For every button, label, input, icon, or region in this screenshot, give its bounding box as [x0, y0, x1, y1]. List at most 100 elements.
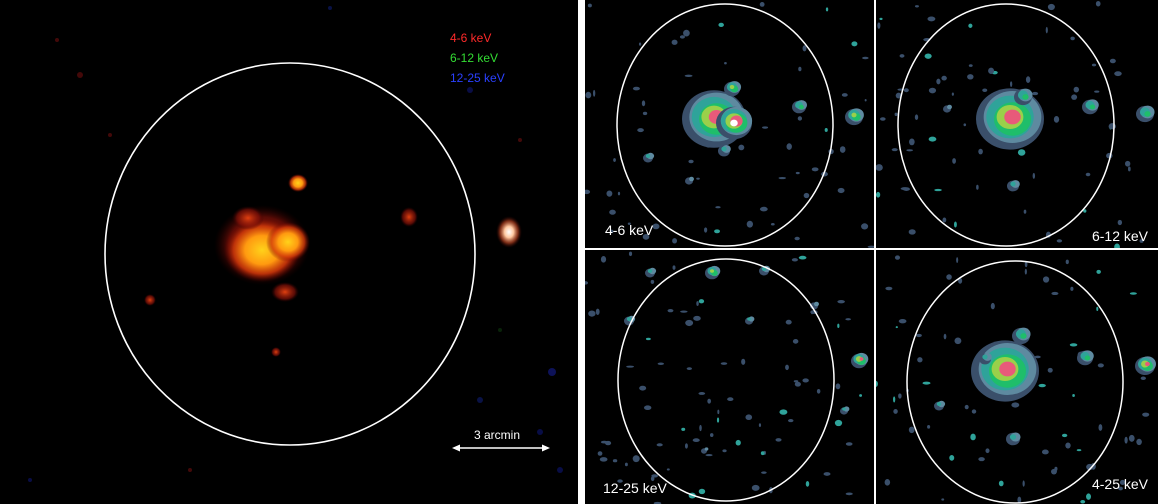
noise-speck — [792, 339, 799, 344]
noise-speck — [715, 206, 721, 209]
noise-speck — [642, 234, 650, 240]
noise-speck — [735, 439, 741, 446]
contour-level — [1010, 181, 1016, 187]
contour-level — [1020, 333, 1027, 339]
noise-speck — [936, 78, 941, 85]
noise-speck — [759, 206, 768, 212]
noise-speck — [688, 159, 694, 164]
extraction-ellipse — [616, 3, 834, 247]
noise-speck — [745, 414, 753, 421]
noise-speck — [1071, 94, 1078, 100]
noise-speck — [613, 158, 616, 162]
noise-speck — [934, 188, 942, 192]
noise-speck — [696, 177, 700, 180]
contour-level — [1145, 361, 1150, 367]
noise-speck — [914, 5, 919, 8]
noise-speck — [1053, 115, 1060, 123]
noise-speck — [1117, 219, 1123, 226]
contour-level — [936, 402, 942, 406]
source-blob — [400, 207, 418, 227]
noise-speck — [759, 2, 765, 7]
noise-speck — [1065, 442, 1071, 449]
noise-speck — [876, 191, 881, 198]
extraction-ellipse — [906, 260, 1124, 504]
noise-speck — [859, 394, 863, 397]
noise-speck — [794, 381, 801, 387]
noise-speck — [978, 148, 983, 155]
noise-speck — [1095, 0, 1101, 7]
noise-speck — [988, 67, 995, 74]
noise-speck — [1024, 261, 1028, 268]
source-blob — [288, 174, 308, 192]
panel-label: 12-25 keV — [603, 480, 667, 496]
noise-speck — [656, 443, 663, 447]
noise-speck — [895, 326, 898, 329]
contour-level — [843, 406, 850, 412]
noise-speck — [946, 274, 952, 280]
noise-speck — [609, 209, 616, 215]
noise-speck — [617, 191, 621, 196]
noise-speck — [705, 454, 713, 457]
noise-speck — [671, 39, 678, 45]
noise-speck — [1097, 363, 1104, 368]
noise-speck — [880, 117, 886, 121]
noise-speck — [968, 64, 973, 67]
noise-speck — [1011, 402, 1020, 408]
noise-speck — [779, 409, 788, 415]
noise-speck — [951, 92, 954, 96]
noise-speck — [626, 365, 635, 368]
contour-level — [842, 407, 846, 411]
noise-speck — [1069, 343, 1078, 347]
contour-level — [851, 112, 857, 118]
noise-speck — [624, 462, 628, 467]
noise-speck — [837, 323, 840, 329]
contour-level — [859, 357, 864, 361]
noise-speck — [1045, 26, 1048, 34]
noise-speck — [928, 87, 937, 94]
noise-speck — [876, 380, 878, 387]
noise-speck — [823, 472, 831, 476]
noise-speck — [837, 299, 845, 304]
contour-level — [730, 119, 738, 127]
noise-speck — [879, 17, 883, 20]
noise-speck — [895, 92, 902, 99]
noise-speck — [653, 501, 662, 504]
contour-level — [748, 316, 755, 322]
contour-level — [1089, 104, 1096, 110]
noise-speck — [802, 45, 807, 52]
noise-speck — [642, 111, 648, 116]
noise-speck — [898, 318, 907, 324]
contour-level — [729, 84, 735, 90]
noise-speck — [824, 128, 828, 132]
contour-level — [947, 104, 952, 110]
noise-speck — [610, 229, 614, 234]
noise-speck — [805, 480, 810, 487]
noise-speck — [906, 149, 914, 152]
noise-speck — [672, 238, 678, 244]
contour-level — [982, 354, 988, 360]
noise-speck — [588, 310, 596, 317]
panel-label: 6-12 keV — [1091, 228, 1148, 244]
noise-speck — [1085, 172, 1091, 177]
noise-speck — [928, 136, 937, 142]
noise-speck — [672, 265, 676, 270]
noise-speck — [585, 281, 589, 285]
noise-speck — [845, 492, 853, 496]
noise-speck — [971, 409, 977, 414]
noise-speck — [595, 308, 600, 315]
noise-speck — [1034, 355, 1041, 359]
noise-speck — [683, 29, 690, 37]
contour-map — [876, 255, 1156, 504]
noise-speck — [699, 424, 702, 432]
noise-speck — [893, 396, 896, 403]
noise-speck — [1136, 438, 1142, 446]
noise-speck — [1047, 3, 1055, 11]
panel-label: 4-25 keV — [1091, 476, 1148, 492]
noise-speck — [645, 337, 651, 341]
noise-speck — [667, 309, 674, 313]
noise-speck — [998, 480, 1004, 487]
noise-speck — [1047, 367, 1053, 373]
noise-speck — [650, 279, 655, 284]
noise-speck — [891, 148, 898, 152]
contour-level — [1004, 109, 1021, 125]
